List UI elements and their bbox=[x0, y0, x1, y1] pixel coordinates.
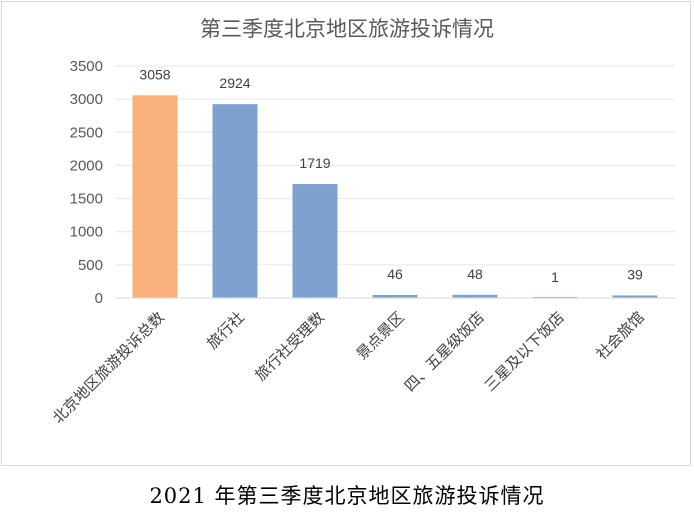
y-tick-label: 500 bbox=[78, 257, 103, 274]
data-label: 1 bbox=[551, 269, 559, 285]
data-label: 1719 bbox=[299, 155, 330, 171]
x-category-label: 四、五星级饭店 bbox=[401, 308, 488, 395]
x-category-label: 旅行社受理数 bbox=[251, 308, 327, 384]
bar bbox=[372, 294, 418, 298]
x-category-label: 旅行社 bbox=[203, 308, 248, 353]
chart-frame bbox=[1, 1, 691, 466]
y-tick-label: 3000 bbox=[70, 91, 103, 108]
data-label: 39 bbox=[627, 266, 643, 282]
data-label: 46 bbox=[387, 266, 403, 282]
x-category-label: 社会旅馆 bbox=[593, 308, 648, 363]
bar bbox=[612, 295, 658, 298]
x-category-label: 景点景区 bbox=[353, 308, 408, 363]
y-tick-label: 0 bbox=[95, 290, 103, 307]
bar bbox=[452, 294, 498, 298]
y-tick-label: 3500 bbox=[70, 58, 103, 75]
figure-caption: 2021 年第三季度北京地区旅游投诉情况 bbox=[149, 484, 545, 508]
y-axis-ticks: 0 500 1000 1500 2000 2500 3000 3500 bbox=[70, 58, 103, 307]
chart-title: 第三季度北京地区旅游投诉情况 bbox=[200, 17, 494, 41]
data-label: 2924 bbox=[219, 75, 250, 91]
bars bbox=[132, 95, 658, 299]
gridlines bbox=[115, 65, 675, 266]
y-tick-label: 1000 bbox=[70, 224, 103, 241]
x-category-label: 三星及以下饭店 bbox=[481, 308, 568, 395]
y-tick-label: 2000 bbox=[70, 157, 103, 174]
data-labels: 3058 2924 1719 46 48 1 39 bbox=[139, 66, 643, 285]
bar-chart: 第三季度北京地区旅游投诉情况 0 500 1000 1500 2000 2500 3000 3… bbox=[49, 17, 675, 427]
data-label: 3058 bbox=[139, 66, 170, 82]
y-tick-label: 1500 bbox=[70, 191, 103, 208]
bar bbox=[212, 104, 258, 298]
bar bbox=[292, 184, 338, 298]
y-tick-label: 2500 bbox=[70, 124, 103, 141]
bar bbox=[132, 95, 178, 299]
x-category-label: 北京地区旅游投诉总数 bbox=[49, 308, 168, 427]
data-label: 48 bbox=[467, 266, 483, 282]
